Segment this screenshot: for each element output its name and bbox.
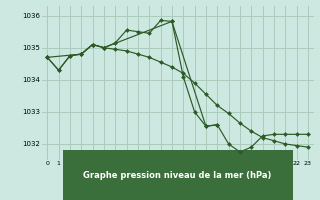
X-axis label: Graphe pression niveau de la mer (hPa): Graphe pression niveau de la mer (hPa) xyxy=(84,171,272,180)
